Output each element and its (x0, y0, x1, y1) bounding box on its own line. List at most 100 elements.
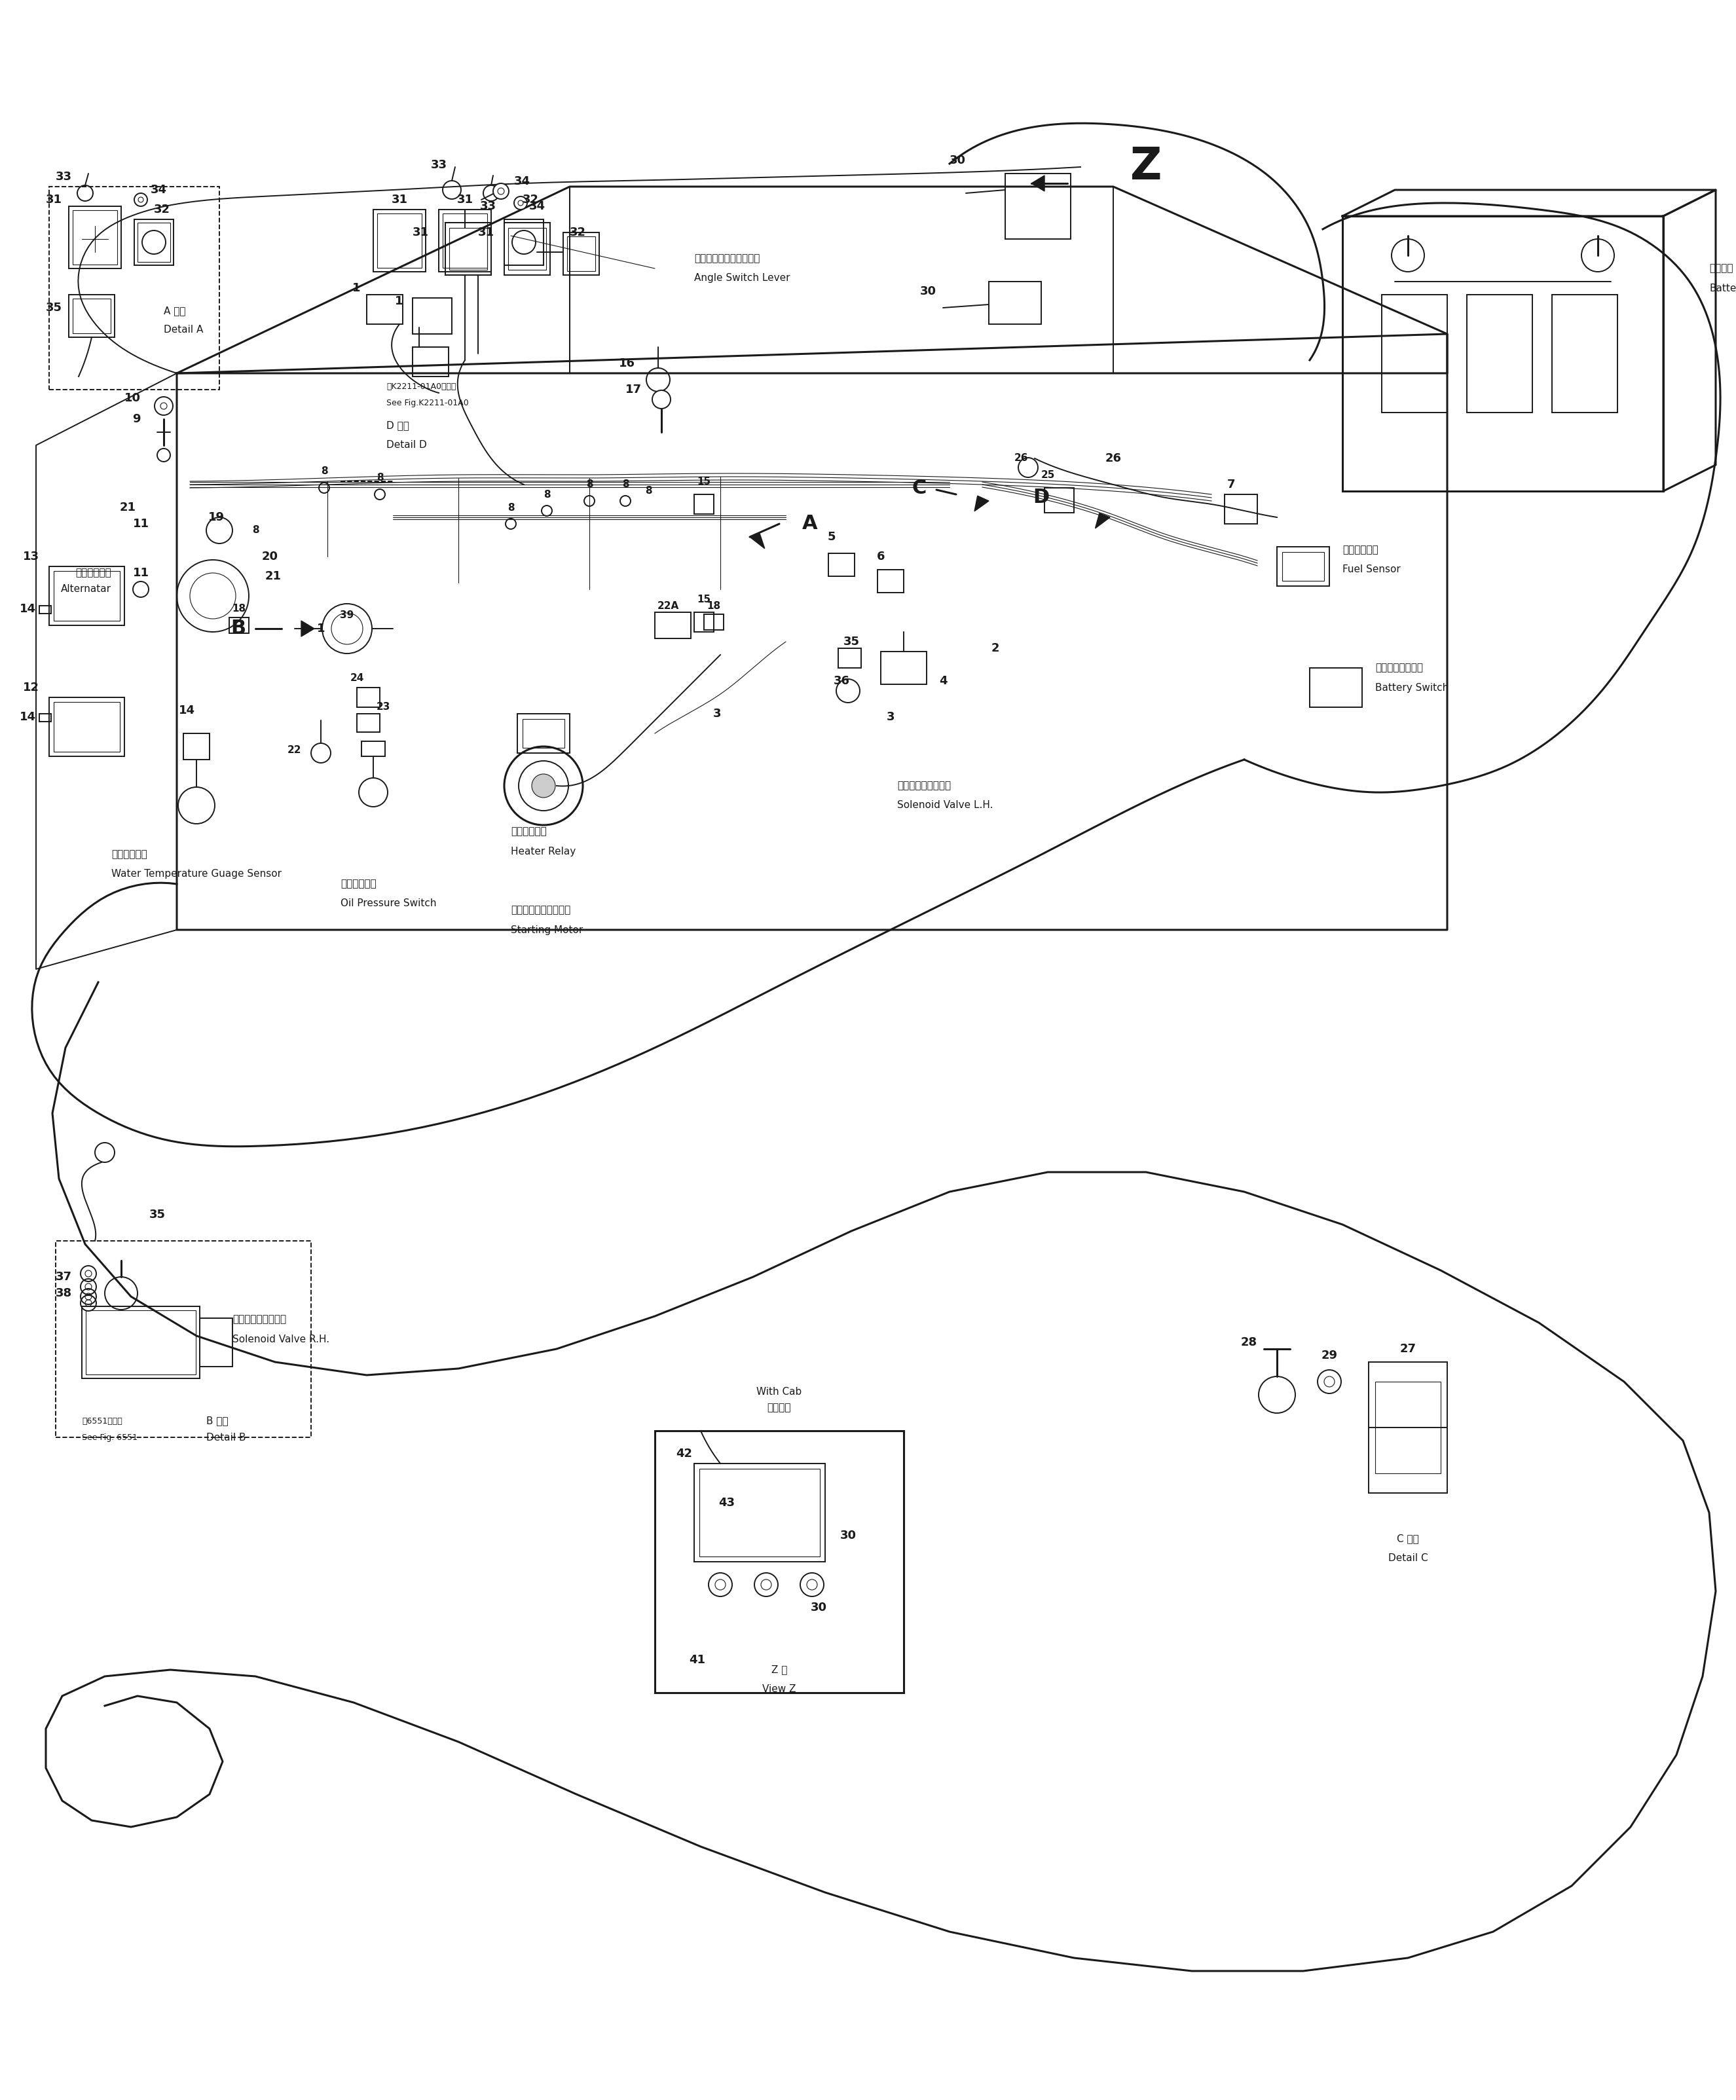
Text: 16: 16 (618, 357, 635, 370)
Text: 35: 35 (149, 1210, 165, 1220)
Text: Z 視: Z 視 (771, 1665, 786, 1674)
Text: 8: 8 (377, 472, 384, 483)
Bar (694, 613, 713, 632)
Bar (54, 571, 120, 622)
Text: 20: 20 (262, 550, 278, 563)
Text: 8: 8 (621, 479, 628, 489)
Text: D: D (1033, 487, 1050, 508)
Text: 8: 8 (543, 489, 550, 500)
Bar (413, 346, 448, 376)
Text: 30: 30 (840, 1529, 856, 1541)
Circle shape (514, 197, 528, 210)
Bar (439, 210, 491, 271)
Text: Detail A: Detail A (163, 325, 203, 334)
Text: 26: 26 (1106, 452, 1121, 464)
Text: 7: 7 (1227, 479, 1236, 491)
Bar (1382, 294, 1448, 412)
Text: バッテリスイッチ: バッテリスイッチ (1375, 664, 1424, 672)
Text: 30: 30 (811, 1602, 826, 1613)
Polygon shape (750, 533, 766, 548)
Text: View Z: View Z (762, 1684, 797, 1695)
Text: 35: 35 (844, 636, 859, 647)
Text: 30: 30 (920, 286, 936, 298)
Text: 8: 8 (321, 466, 328, 477)
Text: 34: 34 (151, 185, 167, 195)
Text: Heater Relay: Heater Relay (510, 846, 576, 857)
Circle shape (807, 1579, 818, 1590)
Circle shape (139, 197, 144, 202)
Circle shape (1259, 1376, 1295, 1413)
Text: Solenoid Valve R.H.: Solenoid Valve R.H. (233, 1333, 330, 1344)
Text: 3: 3 (887, 712, 894, 722)
Text: 15: 15 (698, 477, 710, 487)
Text: 33: 33 (431, 160, 446, 170)
Bar (1342, 216, 1663, 491)
Bar (229, 617, 248, 634)
Text: 37: 37 (56, 1270, 71, 1283)
Bar (1467, 294, 1533, 412)
Text: 13: 13 (23, 550, 40, 563)
Text: 25: 25 (1042, 470, 1055, 479)
Text: 3: 3 (713, 708, 720, 720)
Text: 1: 1 (394, 296, 403, 307)
Text: 28: 28 (1241, 1336, 1257, 1348)
Bar (1368, 1363, 1448, 1493)
Text: キャブ付: キャブ付 (767, 1403, 792, 1413)
Text: 32: 32 (569, 227, 587, 239)
Text: 31: 31 (45, 193, 62, 206)
Text: 38: 38 (56, 1287, 71, 1300)
Text: Detail D: Detail D (387, 441, 427, 449)
Text: See Fig. 6551: See Fig. 6551 (82, 1432, 137, 1441)
Text: 29: 29 (1321, 1350, 1337, 1361)
Bar (134, 218, 174, 265)
Text: 23: 23 (377, 701, 391, 712)
Text: 33: 33 (56, 170, 71, 183)
Polygon shape (974, 496, 990, 510)
Text: 31: 31 (391, 193, 408, 206)
Circle shape (653, 391, 670, 410)
Bar (503, 223, 550, 275)
Bar (40, 714, 50, 722)
Bar (694, 1464, 825, 1562)
Text: 33: 33 (479, 200, 496, 212)
Text: 17: 17 (625, 384, 642, 395)
Circle shape (1392, 239, 1424, 271)
Text: 9: 9 (132, 414, 141, 424)
Text: Z: Z (1130, 145, 1161, 189)
Text: 32: 32 (523, 193, 538, 206)
Text: C: C (911, 479, 927, 498)
Text: 1: 1 (352, 281, 359, 294)
Circle shape (1581, 239, 1614, 271)
Text: 34: 34 (529, 200, 545, 212)
Bar (1278, 546, 1330, 586)
Circle shape (493, 183, 509, 199)
Text: 39: 39 (340, 611, 354, 619)
Text: 6: 6 (877, 550, 885, 563)
Text: Detail B: Detail B (207, 1432, 247, 1443)
Bar (446, 223, 491, 275)
Bar (694, 493, 713, 514)
Bar (358, 714, 380, 733)
Text: ソレノイドバルブ右: ソレノイドバルブ右 (233, 1315, 286, 1325)
Bar (654, 613, 691, 638)
Bar (446, 223, 491, 275)
Text: 14: 14 (19, 712, 36, 722)
Bar (73, 210, 118, 265)
Circle shape (715, 1579, 726, 1590)
Bar (450, 229, 488, 269)
Bar (705, 613, 724, 630)
Text: 21: 21 (120, 502, 135, 512)
Bar (73, 298, 111, 334)
Text: Alternatar: Alternatar (61, 584, 111, 594)
Text: 41: 41 (689, 1655, 705, 1665)
Text: 水温計センサ: 水温計センサ (111, 850, 148, 859)
Polygon shape (1095, 512, 1109, 529)
Bar (1552, 294, 1618, 412)
Bar (517, 714, 569, 754)
Bar (509, 229, 547, 269)
Bar (69, 206, 122, 269)
Circle shape (85, 1294, 92, 1300)
Text: 第K2211-01A0図参照: 第K2211-01A0図参照 (387, 382, 457, 391)
Circle shape (155, 397, 174, 416)
Text: Water Temperature Guage Sensor: Water Temperature Guage Sensor (111, 869, 281, 880)
